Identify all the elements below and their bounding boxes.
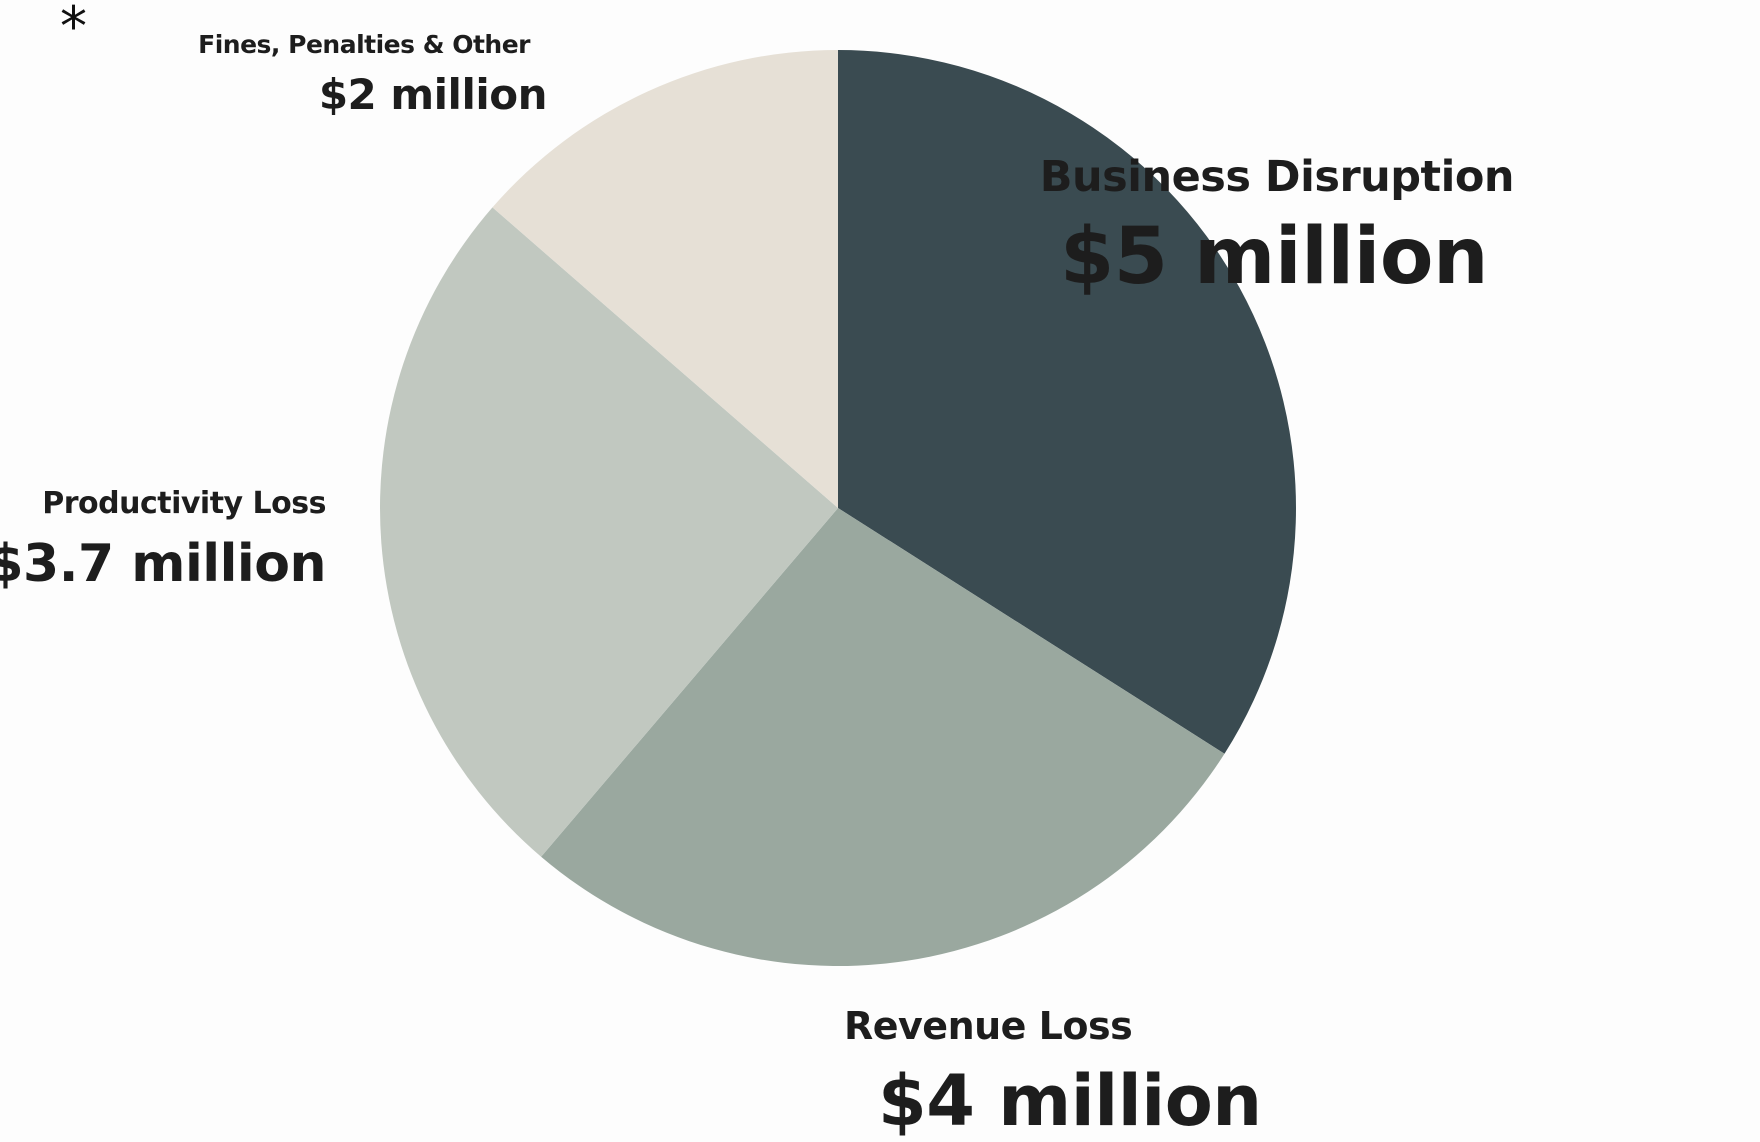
slice-label-revenue-loss: Revenue Loss — [844, 1004, 1133, 1048]
slice-value-productivity-loss: $3.7 million — [0, 534, 326, 594]
footnote-marker: * — [60, 0, 87, 58]
pie-slice-fines-penalties-other — [492, 50, 838, 508]
slice-value-revenue-loss: $4 million — [878, 1060, 1262, 1142]
slice-value-business-disruption: $5 million — [1059, 212, 1489, 302]
pie-slice-revenue-loss — [541, 508, 1225, 966]
pie-slice-business-disruption — [838, 50, 1296, 754]
slice-label-productivity-loss: Productivity Loss — [42, 486, 326, 521]
slice-value-fines-penalties-other: $2 million — [318, 70, 548, 119]
slice-label-fines-penalties-other: Fines, Penalties & Other — [198, 30, 530, 59]
pie-slice-productivity-loss — [379, 207, 838, 857]
slice-label-business-disruption: Business Disruption — [1039, 152, 1515, 202]
